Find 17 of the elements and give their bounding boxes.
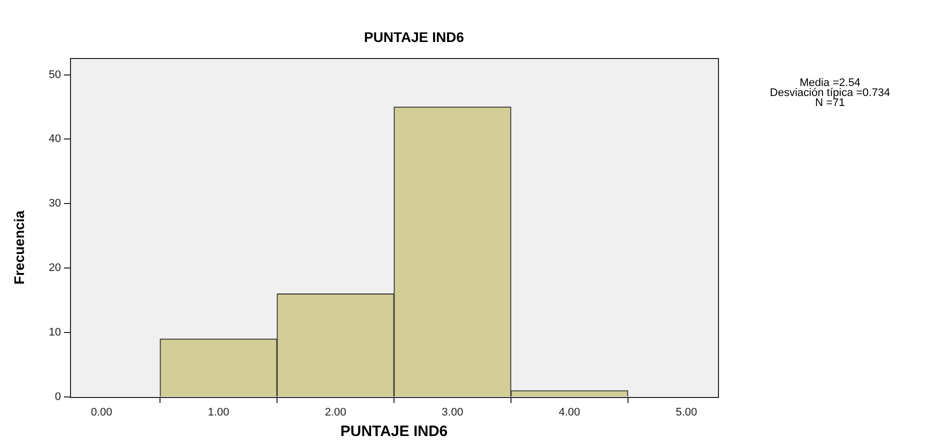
- y-tick-label: 0: [54, 391, 61, 404]
- x-tick-label: 2.00: [324, 406, 346, 419]
- text: N =71: [815, 97, 845, 110]
- text: Desviación típica =0.734: [770, 87, 890, 100]
- x-tick-label: 5.00: [676, 406, 698, 419]
- x-tick-label: 1.00: [208, 406, 230, 419]
- y-tick-label: 50: [48, 68, 61, 81]
- x-tick-label: 0.00: [90, 406, 112, 419]
- y-tick-label: 20: [48, 262, 61, 274]
- y-tick-label: 40: [48, 133, 61, 146]
- x-axis-title: PUNTAJE IND6: [340, 423, 448, 440]
- chart-title: PUNTAJE IND6: [364, 28, 464, 45]
- x-tick-label: 4.00: [558, 406, 580, 419]
- y-tick-label: 10: [48, 326, 61, 339]
- y-tick-label: 30: [48, 198, 61, 210]
- x-tick-label: 3.00: [442, 406, 464, 419]
- y-axis-title: Frecuencia: [10, 210, 27, 284]
